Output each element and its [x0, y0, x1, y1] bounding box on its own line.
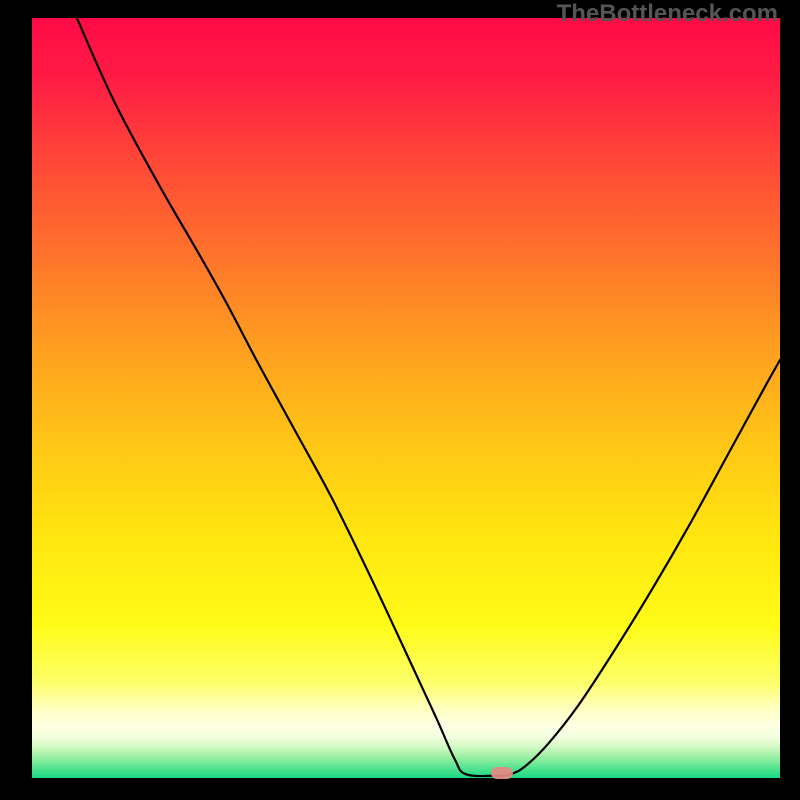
chart-canvas: TheBottleneck.com: [0, 0, 800, 800]
watermark-text: TheBottleneck.com: [557, 0, 778, 28]
curve-path: [77, 18, 780, 776]
minimum-marker: [491, 767, 513, 779]
plot-area: [32, 18, 780, 778]
bottleneck-curve: [32, 18, 780, 778]
